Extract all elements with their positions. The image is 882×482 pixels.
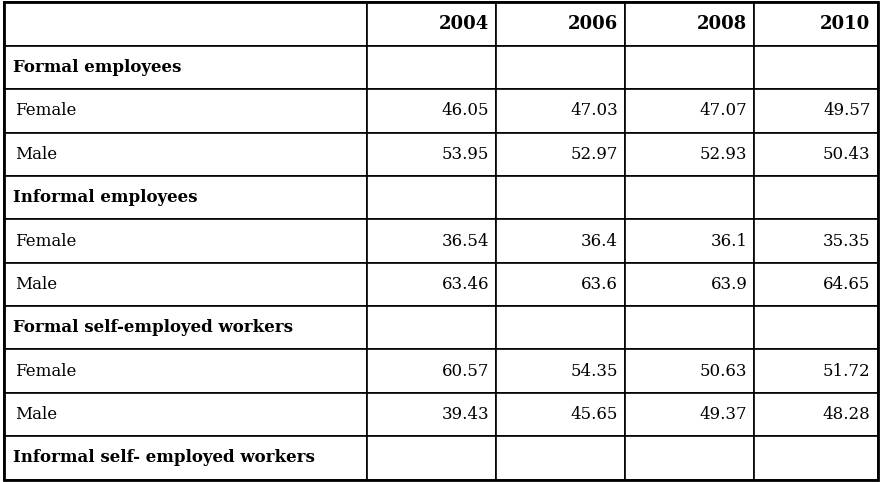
Text: Female: Female xyxy=(15,362,77,380)
Bar xyxy=(625,2,754,46)
Bar xyxy=(4,436,367,480)
Bar xyxy=(625,349,754,393)
Text: 51.72: 51.72 xyxy=(823,362,871,380)
Text: 46.05: 46.05 xyxy=(442,102,489,120)
Text: 63.46: 63.46 xyxy=(442,276,489,293)
Bar xyxy=(754,89,878,133)
Bar xyxy=(4,46,367,89)
Text: 47.03: 47.03 xyxy=(571,102,618,120)
Bar xyxy=(754,46,878,89)
Text: Male: Male xyxy=(15,276,57,293)
Bar xyxy=(754,349,878,393)
Bar xyxy=(754,219,878,263)
Bar xyxy=(367,306,496,349)
Bar xyxy=(496,263,625,306)
Bar xyxy=(754,306,878,349)
Bar xyxy=(367,176,496,219)
Bar xyxy=(367,263,496,306)
Text: Male: Male xyxy=(15,146,57,163)
Bar xyxy=(496,46,625,89)
Text: Formal employees: Formal employees xyxy=(13,59,182,76)
Text: 49.57: 49.57 xyxy=(823,102,871,120)
Bar xyxy=(4,263,367,306)
Bar xyxy=(496,393,625,436)
Bar xyxy=(625,263,754,306)
Bar xyxy=(496,436,625,480)
Bar xyxy=(4,176,367,219)
Bar xyxy=(496,306,625,349)
Text: Female: Female xyxy=(15,232,77,250)
Bar xyxy=(625,46,754,89)
Text: 2010: 2010 xyxy=(820,15,871,33)
Text: 50.43: 50.43 xyxy=(823,146,871,163)
Bar xyxy=(4,306,367,349)
Bar xyxy=(4,393,367,436)
Text: 36.1: 36.1 xyxy=(710,232,747,250)
Text: 52.93: 52.93 xyxy=(700,146,747,163)
Text: 48.28: 48.28 xyxy=(823,406,871,423)
Bar xyxy=(496,176,625,219)
Bar xyxy=(754,436,878,480)
Text: 52.97: 52.97 xyxy=(571,146,618,163)
Bar xyxy=(625,89,754,133)
Bar xyxy=(367,436,496,480)
Text: 2008: 2008 xyxy=(697,15,747,33)
Text: 63.6: 63.6 xyxy=(581,276,618,293)
Bar xyxy=(367,46,496,89)
Bar xyxy=(496,219,625,263)
Text: Formal self-employed workers: Formal self-employed workers xyxy=(13,319,293,336)
Text: 49.37: 49.37 xyxy=(699,406,747,423)
Text: 2004: 2004 xyxy=(438,15,489,33)
Bar xyxy=(625,133,754,176)
Text: Informal self- employed workers: Informal self- employed workers xyxy=(13,449,315,467)
Bar xyxy=(4,133,367,176)
Text: 64.65: 64.65 xyxy=(823,276,871,293)
Bar xyxy=(625,176,754,219)
Bar xyxy=(625,219,754,263)
Bar xyxy=(496,89,625,133)
Text: 35.35: 35.35 xyxy=(823,232,871,250)
Text: 63.9: 63.9 xyxy=(711,276,747,293)
Bar xyxy=(367,133,496,176)
Text: 54.35: 54.35 xyxy=(571,362,618,380)
Bar xyxy=(496,2,625,46)
Bar xyxy=(367,219,496,263)
Bar xyxy=(625,306,754,349)
Bar xyxy=(367,89,496,133)
Text: 36.4: 36.4 xyxy=(581,232,618,250)
Text: Informal employees: Informal employees xyxy=(13,189,198,206)
Bar xyxy=(4,219,367,263)
Text: 47.07: 47.07 xyxy=(699,102,747,120)
Text: 45.65: 45.65 xyxy=(571,406,618,423)
Bar xyxy=(754,393,878,436)
Bar xyxy=(367,349,496,393)
Bar xyxy=(625,393,754,436)
Bar xyxy=(754,133,878,176)
Bar xyxy=(4,349,367,393)
Text: Male: Male xyxy=(15,406,57,423)
Text: 50.63: 50.63 xyxy=(700,362,747,380)
Bar xyxy=(625,436,754,480)
Bar xyxy=(4,89,367,133)
Text: 2006: 2006 xyxy=(568,15,618,33)
Text: 60.57: 60.57 xyxy=(442,362,489,380)
Bar xyxy=(367,393,496,436)
Bar xyxy=(496,349,625,393)
Bar xyxy=(754,263,878,306)
Bar xyxy=(4,2,367,46)
Bar xyxy=(754,176,878,219)
Bar xyxy=(754,2,878,46)
Text: 53.95: 53.95 xyxy=(442,146,489,163)
Text: Female: Female xyxy=(15,102,77,120)
Text: 36.54: 36.54 xyxy=(442,232,489,250)
Bar xyxy=(496,133,625,176)
Bar xyxy=(367,2,496,46)
Text: 39.43: 39.43 xyxy=(441,406,489,423)
